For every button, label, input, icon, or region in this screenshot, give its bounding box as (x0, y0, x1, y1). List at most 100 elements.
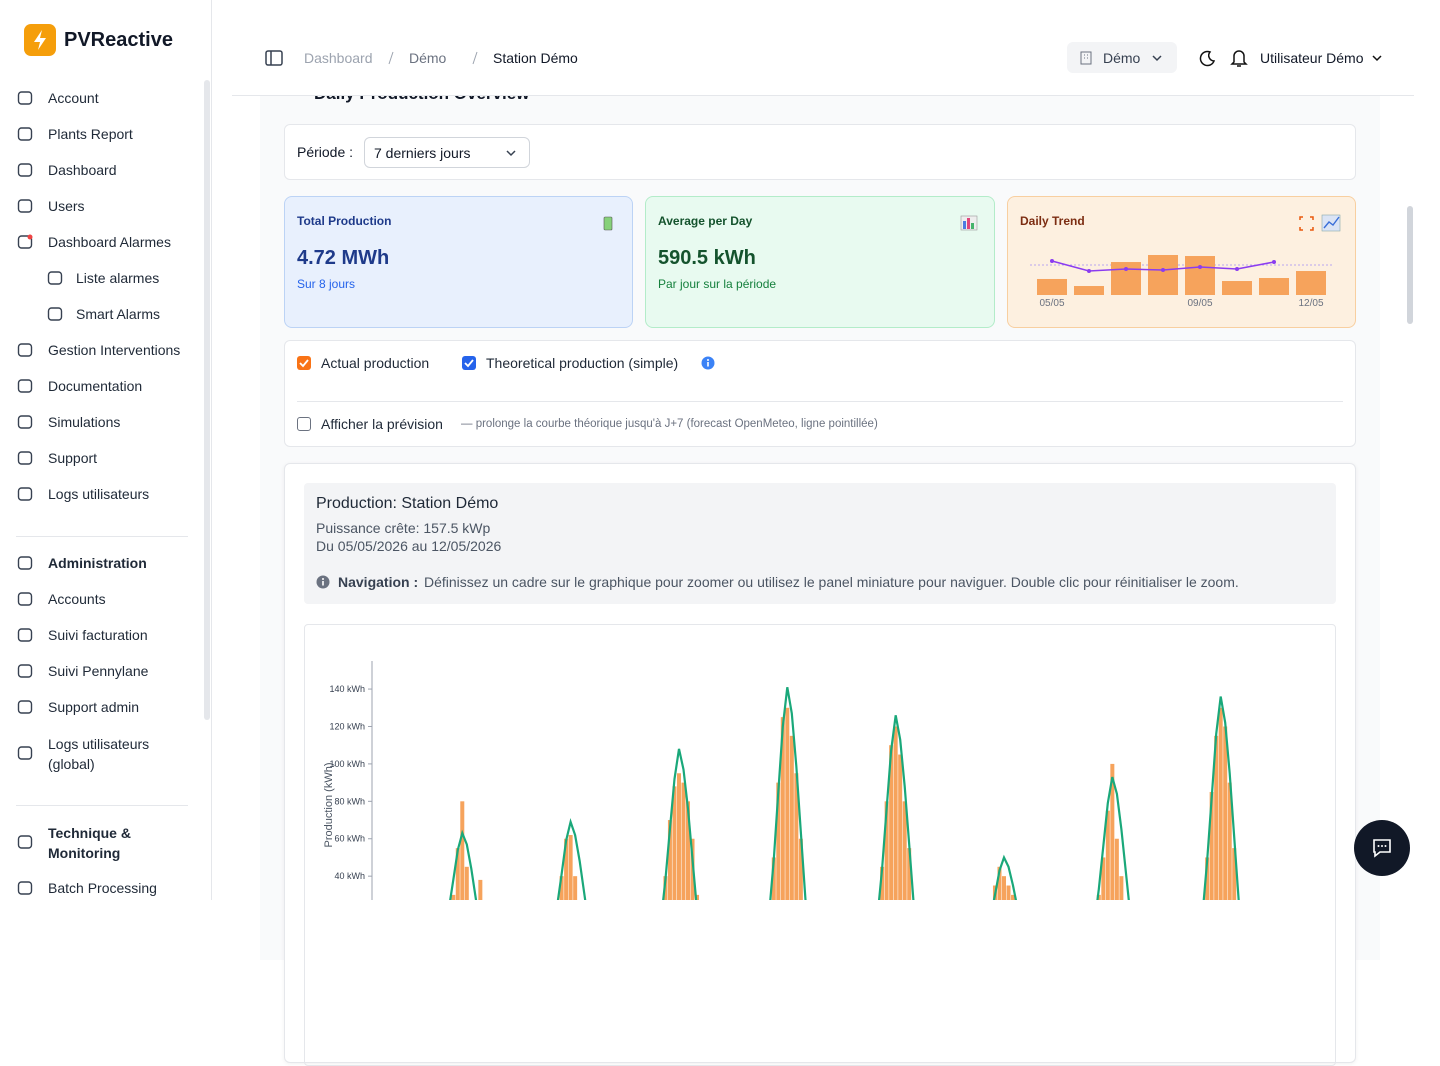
brand-logo (24, 24, 56, 56)
nav-item[interactable]: Suivi Pennylane (0, 656, 200, 686)
bar (794, 773, 799, 900)
bar (681, 782, 686, 900)
production-chart: 40 kWh 60 kWh 80 kWh 100 kWh 120 kWh 140 kWh P… (323, 661, 1240, 900)
nav-item[interactable]: Support (0, 443, 200, 473)
nav-item[interactable]: Logs utilisateurs (global) (0, 736, 200, 772)
nav-item[interactable]: Accounts (0, 584, 200, 614)
bar (455, 848, 460, 900)
nav-item[interactable]: Dashboard Alarmes (0, 227, 200, 257)
icon-shape (17, 343, 33, 357)
nav-icon (17, 746, 33, 760)
trend-bar (1296, 271, 1326, 295)
nav-icon (17, 487, 33, 501)
icon-shape (17, 835, 33, 849)
nav-item[interactable]: Administration (0, 548, 200, 578)
sidebar-toggle[interactable] (265, 50, 283, 66)
nav-label: Simulations (48, 414, 121, 430)
nav-item[interactable]: Account (0, 83, 200, 113)
nav-item[interactable]: Technique & Monitoring (0, 825, 200, 861)
nav-label: Account (48, 90, 99, 106)
period-box: Période : 7 derniers jours (284, 124, 1356, 180)
icon (603, 216, 613, 231)
bar (884, 801, 889, 900)
bar (573, 876, 578, 900)
nav-label: Gestion Interventions (48, 342, 181, 358)
card: Total Production 4.72 MWh Sur 8 jours (284, 196, 633, 328)
nav-icon (17, 91, 33, 105)
trend-point (1087, 269, 1091, 274)
notifications[interactable] (1230, 48, 1248, 68)
nav-item[interactable]: Users (0, 191, 200, 221)
breadcrumb[interactable]: Démo (409, 50, 447, 66)
nav-label: Users (48, 198, 85, 214)
bar (1114, 838, 1119, 900)
separator (297, 401, 1343, 402)
card: Average per Day 590.5 kWh Par jour sur l… (645, 196, 995, 328)
nav-item[interactable]: Dashboard (0, 155, 200, 185)
nav-item[interactable]: Batch Processing (0, 873, 200, 903)
nav-label: Navigation : (338, 574, 419, 590)
icon-shape (17, 746, 33, 760)
nav-item[interactable]: Liste alarmes (0, 263, 200, 293)
bar (1227, 782, 1232, 900)
period-value: 7 derniers jours (374, 145, 471, 161)
bar (771, 857, 776, 900)
nav-label: Logs utilisateurs (48, 486, 150, 502)
info-icon[interactable] (701, 356, 715, 370)
nav-item[interactable]: Gestion Interventions (0, 335, 200, 365)
nav-label: Suivi facturation (48, 627, 148, 643)
bar (907, 848, 912, 900)
nav-icon (17, 127, 33, 141)
checkbox[interactable] (297, 356, 311, 370)
bar (789, 735, 794, 900)
icon-shape (47, 307, 63, 321)
nav-item[interactable]: Suivi facturation (0, 620, 200, 650)
y-tick-label: 60 kWh (334, 834, 365, 844)
user-menu[interactable]: Utilisateur Démo (1260, 50, 1364, 66)
nav-icon (17, 592, 33, 606)
nav-item[interactable]: Support admin (0, 692, 200, 722)
icon-shape (47, 271, 63, 285)
nav-item[interactable]: Logs utilisateurs (0, 479, 200, 509)
icon (1373, 839, 1391, 858)
divider (16, 805, 188, 806)
bar (672, 786, 677, 900)
tenant-button[interactable]: Démo (1067, 42, 1177, 73)
nav-icon (17, 379, 33, 393)
separator (388, 51, 394, 65)
nav-item[interactable]: Plants Report (0, 119, 200, 149)
icon-shape (17, 664, 33, 678)
chat-button[interactable] (1354, 820, 1410, 876)
scrollbar (204, 80, 210, 720)
nav-label: Technique & Monitoring (48, 825, 131, 861)
bar (1119, 876, 1124, 900)
bar (1011, 894, 1016, 900)
theme-toggle[interactable] (1198, 49, 1216, 67)
checkbox[interactable] (297, 417, 311, 431)
card-value: 590.5 kWh (658, 247, 756, 269)
icon-dot (27, 234, 33, 240)
nav-icon (47, 271, 63, 285)
bar (1006, 885, 1011, 900)
chart-title: Production: Station Démo (316, 495, 499, 512)
period-select[interactable]: 7 derniers jours (364, 137, 530, 168)
nav-item[interactable]: Documentation (0, 371, 200, 401)
nav-icon (17, 163, 33, 177)
checkbox[interactable] (462, 356, 476, 370)
nav-icon (47, 307, 63, 321)
nav-item[interactable]: Smart Alarms (0, 299, 200, 329)
icon-shape (17, 628, 33, 642)
y-axis-title: Production (kWh) (323, 763, 335, 848)
bar (1214, 735, 1219, 900)
bar (695, 894, 700, 900)
icon-shape (17, 127, 33, 141)
trend-bar (1037, 278, 1067, 295)
nav-label: Logs utilisateurs (global) (48, 736, 150, 772)
line (449, 687, 1240, 900)
nav-label: Administration (48, 555, 147, 571)
card-sub: Par jour sur la période (658, 277, 777, 291)
nav-item[interactable]: Simulations (0, 407, 200, 437)
period-label: Période : (297, 144, 354, 160)
breadcrumb[interactable]: Dashboard (304, 50, 373, 66)
